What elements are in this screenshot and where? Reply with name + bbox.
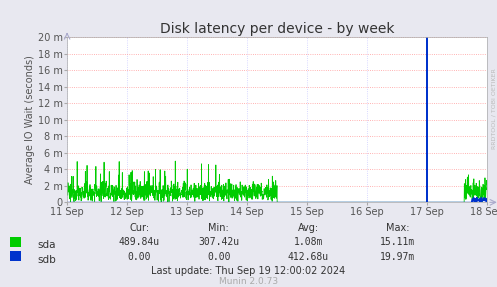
Title: Disk latency per device - by week: Disk latency per device - by week <box>160 22 394 36</box>
Text: 489.84u: 489.84u <box>119 237 160 247</box>
Text: Max:: Max: <box>386 223 410 233</box>
Text: Avg:: Avg: <box>298 223 319 233</box>
Text: 1.08m: 1.08m <box>293 237 323 247</box>
Text: 412.68u: 412.68u <box>288 252 329 262</box>
Text: 15.11m: 15.11m <box>380 237 415 247</box>
Text: Munin 2.0.73: Munin 2.0.73 <box>219 277 278 286</box>
Text: RRDTOOL / TOBI OETIKER: RRDTOOL / TOBI OETIKER <box>491 69 496 150</box>
Text: Last update: Thu Sep 19 12:00:02 2024: Last update: Thu Sep 19 12:00:02 2024 <box>152 266 345 276</box>
Text: 19.97m: 19.97m <box>380 252 415 262</box>
Text: 0.00: 0.00 <box>207 252 231 262</box>
Text: 307.42u: 307.42u <box>198 237 239 247</box>
Y-axis label: Average IO Wait (seconds): Average IO Wait (seconds) <box>25 55 35 184</box>
Text: Cur:: Cur: <box>129 223 149 233</box>
Text: 0.00: 0.00 <box>127 252 151 262</box>
Text: Min:: Min: <box>208 223 229 233</box>
Text: sdb: sdb <box>37 255 56 265</box>
Text: sda: sda <box>37 241 56 250</box>
